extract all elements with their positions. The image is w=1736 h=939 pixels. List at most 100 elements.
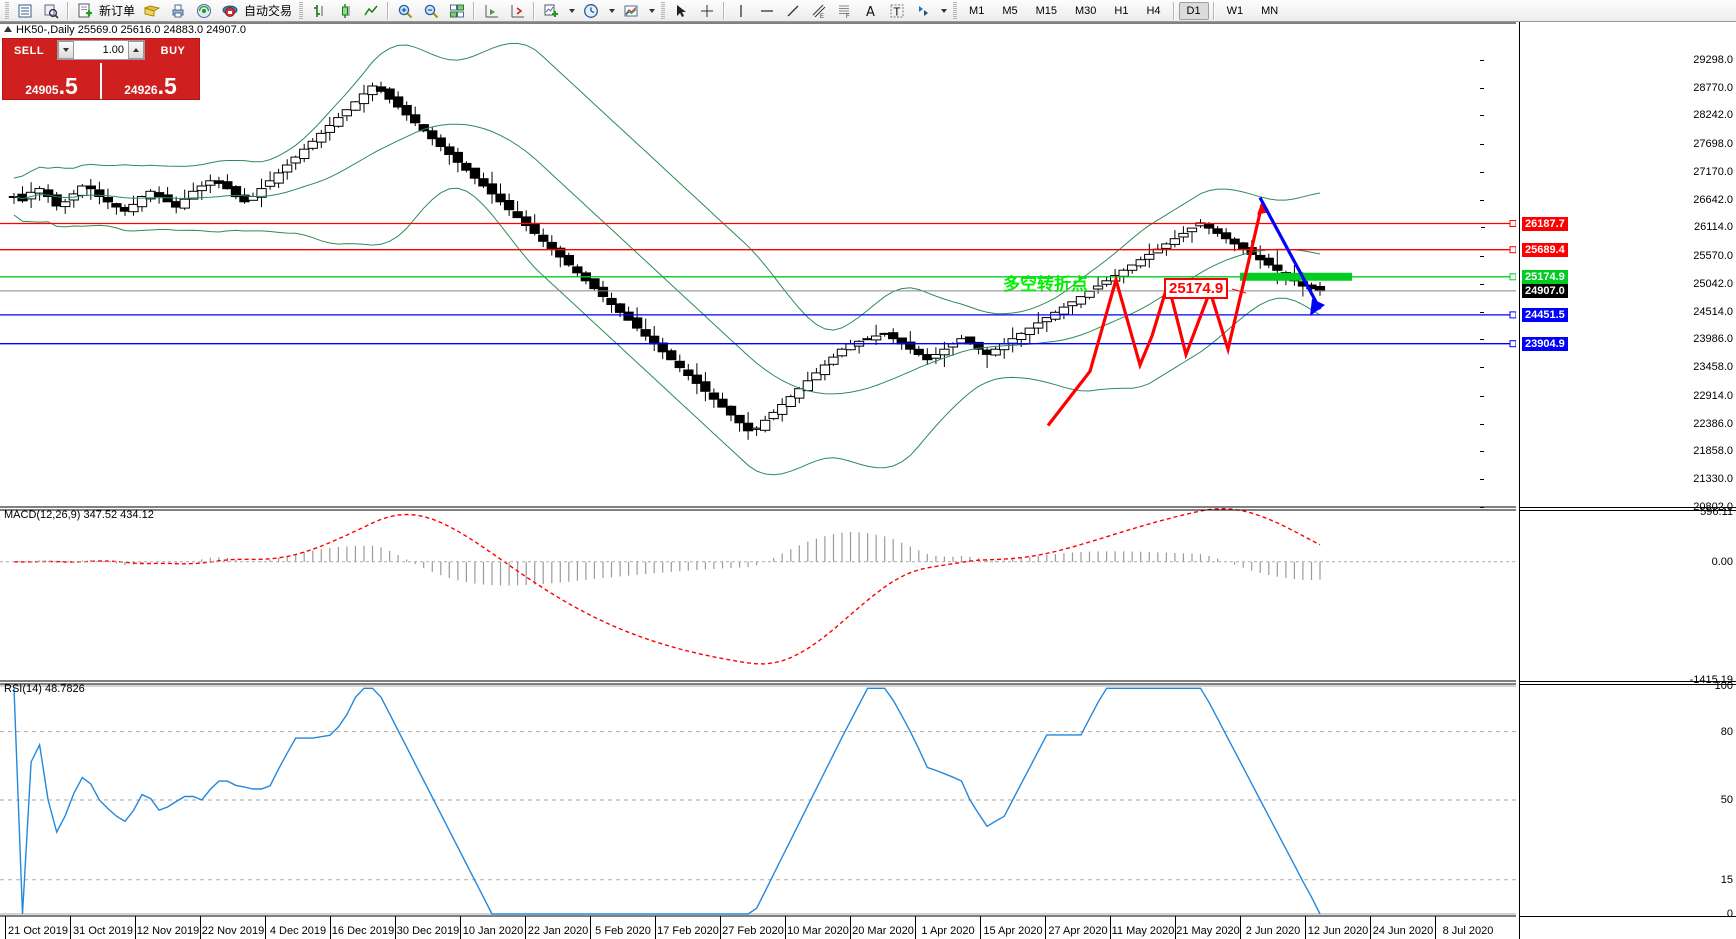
bar-chart-icon[interactable] [307, 0, 331, 22]
chart-window[interactable]: HK50-,Daily 25569.0 25616.0 24883.0 2490… [0, 22, 1736, 939]
timeframe-button-w1[interactable]: W1 [1226, 4, 1244, 17]
price-tick-22914: 22914.0 [1480, 390, 1733, 402]
uptrend-zigzag[interactable] [1046, 204, 1264, 427]
price-tick-25570: 25570.0 [1480, 250, 1733, 262]
candle-body [153, 192, 165, 198]
downtrend-line[interactable] [1258, 196, 1322, 310]
timeframe-button-m1[interactable]: M1 [969, 4, 985, 17]
zoom-out-icon[interactable] [419, 0, 443, 22]
date-gridline [850, 916, 851, 939]
candle-body [264, 180, 276, 187]
shapes-caret-icon[interactable] [937, 0, 949, 22]
toolbar-grip-4[interactable] [953, 1, 958, 20]
new-order-label[interactable]: 新订单 [99, 4, 136, 18]
cursor-icon[interactable] [669, 0, 693, 22]
equidistant-channel-icon[interactable]: E [807, 0, 831, 22]
candle-body [60, 201, 71, 208]
sell-price[interactable]: 24905.5 [3, 63, 100, 99]
candle-body [307, 140, 318, 149]
sell-button[interactable]: SELL [13, 45, 45, 57]
tile-windows-icon[interactable] [445, 0, 469, 22]
candle-body [614, 303, 626, 313]
crosshair-icon[interactable] [695, 0, 719, 22]
volume-input[interactable]: 1.00 [102, 44, 124, 56]
timeframe-button-d1[interactable]: D1 [1178, 1, 1209, 20]
add-indicator-icon[interactable] [539, 0, 563, 22]
text-icon[interactable]: A [859, 0, 883, 22]
candlestick-chart-icon[interactable] [333, 0, 357, 22]
volume-stepper[interactable]: 1.00 [57, 40, 145, 60]
toolbar-grip-3[interactable] [661, 1, 666, 20]
toolbar-grip[interactable] [5, 1, 9, 20]
collapse-triangle-icon[interactable] [4, 26, 12, 32]
new-order-icon[interactable] [73, 0, 97, 22]
price-label-support[interactable]: 23904.9 [1522, 336, 1568, 351]
timeframe-button-m15[interactable]: M15 [1035, 4, 1057, 17]
level-handle[interactable] [1509, 246, 1516, 254]
price-label-support[interactable]: 24451.5 [1522, 307, 1568, 322]
vertical-line-icon[interactable] [729, 0, 753, 22]
shapes-icon[interactable] [911, 0, 935, 22]
volume-increase-button[interactable] [128, 41, 144, 59]
candle-body [811, 372, 822, 381]
candle-body [725, 405, 737, 416]
horizontal-line-icon[interactable] [755, 0, 779, 22]
line-chart-icon[interactable] [359, 0, 383, 22]
turning-point-annotation[interactable]: 多空转折点 [1003, 275, 1088, 295]
buy-button[interactable]: BUY [160, 45, 186, 57]
level-handle[interactable] [1509, 340, 1516, 348]
candle-body [222, 181, 233, 190]
timeframe-button-mn[interactable]: MN [1261, 4, 1279, 17]
date-gridline [785, 916, 786, 939]
signals-icon[interactable] [192, 0, 216, 22]
fibonacci-icon[interactable]: F [833, 0, 857, 22]
level-handle[interactable] [1509, 273, 1516, 281]
price-box-annotation[interactable]: 25174.9 [1164, 278, 1229, 299]
templates-dropdown-caret-icon[interactable] [605, 0, 617, 22]
toolbar-grip-2[interactable] [299, 1, 304, 20]
candle-body [1075, 296, 1087, 305]
date-gridline [265, 916, 266, 939]
folder-icon[interactable] [140, 0, 164, 22]
level-handle[interactable] [1509, 311, 1516, 319]
data-window-icon[interactable] [39, 0, 63, 22]
chart-shift-icon[interactable] [479, 0, 503, 22]
candle-body [1220, 232, 1232, 240]
add-indicator-dropdown-icon[interactable] [565, 0, 577, 22]
text-label-icon[interactable]: T [885, 0, 909, 22]
level-handle[interactable] [1509, 220, 1516, 227]
history-icon[interactable] [579, 0, 603, 22]
timeframe-button-h4[interactable]: H4 [1146, 4, 1161, 17]
one-click-trading-panel[interactable]: SELL 1.00 BUY 24905.5 24926.5 [2, 38, 200, 100]
buy-price[interactable]: 24926.5 [102, 63, 199, 99]
volume-decrease-button[interactable] [58, 41, 74, 59]
auto-trading-icon[interactable] [218, 0, 242, 22]
date-axis[interactable]: 21 Oct 2019 31 Oct 2019 12 Nov 2019 22 Nov … [0, 916, 1516, 939]
date-gridline [1435, 916, 1436, 939]
trendline-icon[interactable] [781, 0, 805, 22]
timeframe-button-h1[interactable]: H1 [1114, 4, 1129, 17]
candle-body [51, 194, 62, 207]
auto-trading-label[interactable]: 自动交易 [244, 4, 293, 18]
price-axis[interactable]: 29298.0 28770.0 28242.0 27698.0 27170.0 26642… [1480, 22, 1736, 939]
market-watch-icon[interactable] [13, 0, 37, 22]
candle-body [521, 216, 532, 226]
auto-scroll-icon[interactable] [505, 0, 529, 22]
candle-body [546, 241, 557, 250]
date-label-15: 15 Apr 2020 [983, 925, 1043, 937]
price-label-resistance[interactable]: 25689.4 [1522, 242, 1568, 257]
chart-drawing-area[interactable] [0, 22, 1516, 939]
toolbar-separator-2 [387, 1, 390, 20]
price-label-resistance[interactable]: 26187.7 [1522, 216, 1568, 231]
templates-icon[interactable] [619, 0, 643, 22]
print-icon[interactable] [166, 0, 190, 22]
timeframe-button-m5[interactable]: M5 [1002, 4, 1018, 17]
price-label-pivot[interactable]: 25174.9 [1522, 269, 1568, 284]
date-label-4: 4 Dec 2019 [269, 925, 327, 937]
timeframe-button-m30[interactable]: M30 [1075, 4, 1097, 17]
templates-caret-icon[interactable] [645, 0, 657, 22]
zoom-in-icon[interactable] [393, 0, 417, 22]
price-label-current-price[interactable]: 24907.0 [1522, 283, 1568, 298]
candle-body [196, 185, 207, 192]
downtrend-arrowhead [1310, 298, 1325, 316]
